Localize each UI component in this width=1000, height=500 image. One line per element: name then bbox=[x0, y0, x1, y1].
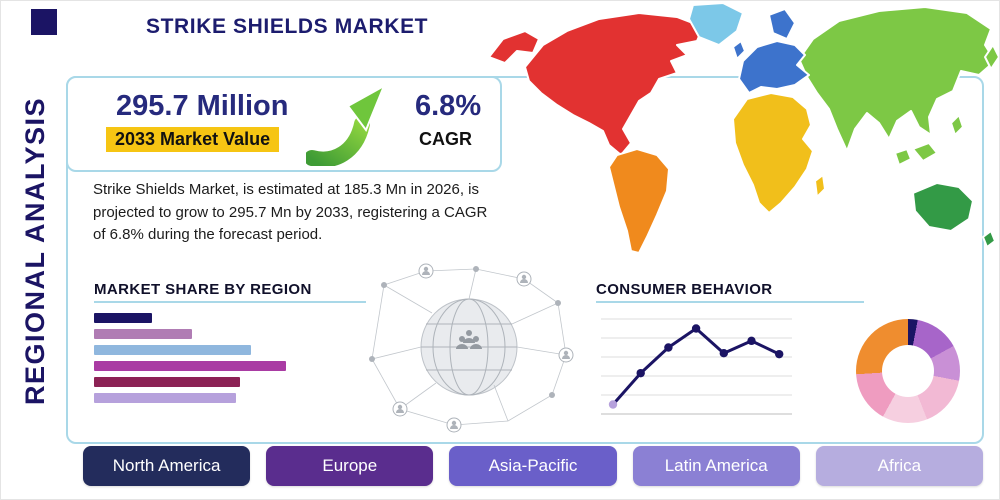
person-node-icon bbox=[418, 263, 434, 279]
line-chart bbox=[601, 318, 792, 415]
map-asia bbox=[984, 44, 999, 70]
region-buttons: North America Europe Asia-Pacific Latin Ame… bbox=[83, 446, 984, 486]
donut-chart bbox=[856, 319, 960, 423]
cagr-group: 6.8% CAGR bbox=[415, 90, 481, 150]
person-node-icon bbox=[392, 401, 408, 417]
market-value-group: 295.7 Million 2033 Market Value bbox=[106, 90, 289, 152]
map-north-america bbox=[524, 12, 704, 156]
map-north-america bbox=[488, 30, 540, 64]
map-africa bbox=[814, 174, 826, 198]
map-asia bbox=[894, 148, 912, 166]
region-button-north-america[interactable]: North America bbox=[83, 446, 251, 486]
data-point-marker bbox=[608, 400, 618, 409]
data-point-marker bbox=[691, 324, 701, 333]
region-button-asia-pacific[interactable]: Asia-Pacific bbox=[449, 446, 617, 486]
side-label-regional-analysis: REGIONAL ANALYSIS bbox=[20, 96, 50, 406]
people-group-icon bbox=[456, 330, 482, 349]
map-europe bbox=[732, 40, 746, 60]
content-frame bbox=[66, 76, 984, 444]
growth-arrow-icon bbox=[306, 83, 386, 166]
data-point-marker bbox=[747, 336, 756, 346]
section-title-consumer-behavior: CONSUMER BEHAVIOR bbox=[596, 281, 773, 298]
cagr-label: CAGR bbox=[419, 129, 472, 149]
map-australia bbox=[912, 182, 974, 232]
bar-segment-5 bbox=[94, 377, 240, 387]
market-value-box: 295.7 Million 2033 Market Value 6.8% CAG… bbox=[66, 76, 502, 172]
market-description: Strike Shields Market, is estimated at 1… bbox=[93, 181, 488, 243]
map-europe bbox=[738, 40, 810, 94]
data-point-marker bbox=[664, 343, 673, 352]
data-point-marker bbox=[636, 368, 645, 378]
donut-hole bbox=[882, 345, 934, 397]
bar-segment-3 bbox=[94, 345, 252, 355]
bar-chart bbox=[94, 313, 286, 409]
consumer-behavior-underline bbox=[596, 301, 864, 303]
map-asia bbox=[950, 114, 964, 136]
map-australia bbox=[982, 230, 996, 248]
region-button-africa[interactable]: Africa bbox=[815, 446, 984, 486]
map-africa bbox=[732, 92, 814, 214]
world-map bbox=[488, 2, 999, 254]
data-point-marker bbox=[775, 349, 784, 359]
bar-segment-2 bbox=[94, 329, 192, 339]
corner-accent-square bbox=[31, 9, 57, 35]
map-asia bbox=[912, 142, 938, 162]
region-button-latin-america[interactable]: Latin America bbox=[632, 446, 800, 486]
globe-network-nodes bbox=[369, 263, 574, 433]
bar-segment-4 bbox=[94, 361, 286, 371]
market-value-label: 2033 Market Value bbox=[106, 127, 280, 152]
bar-segment-6 bbox=[94, 393, 237, 403]
market-value-2033: 295.7 Million bbox=[116, 90, 289, 122]
person-node-icon bbox=[516, 271, 532, 287]
map-south-america bbox=[608, 148, 670, 254]
region-button-europe[interactable]: Europe bbox=[266, 446, 434, 486]
person-node-icon bbox=[446, 417, 462, 433]
map-europe bbox=[768, 8, 796, 40]
section-title-market-share: MARKET SHARE BY REGION bbox=[94, 281, 312, 298]
map-greenland bbox=[688, 2, 744, 46]
bar-segment-1 bbox=[94, 313, 152, 323]
cagr-value: 6.8% bbox=[415, 90, 482, 122]
globe-network-illustration bbox=[369, 263, 574, 433]
market-share-underline bbox=[94, 301, 366, 303]
data-point-marker bbox=[719, 349, 728, 358]
map-asia bbox=[798, 6, 996, 152]
page-title: STRIKE SHIELDS MARKET bbox=[146, 15, 429, 38]
person-node-icon bbox=[558, 347, 574, 363]
